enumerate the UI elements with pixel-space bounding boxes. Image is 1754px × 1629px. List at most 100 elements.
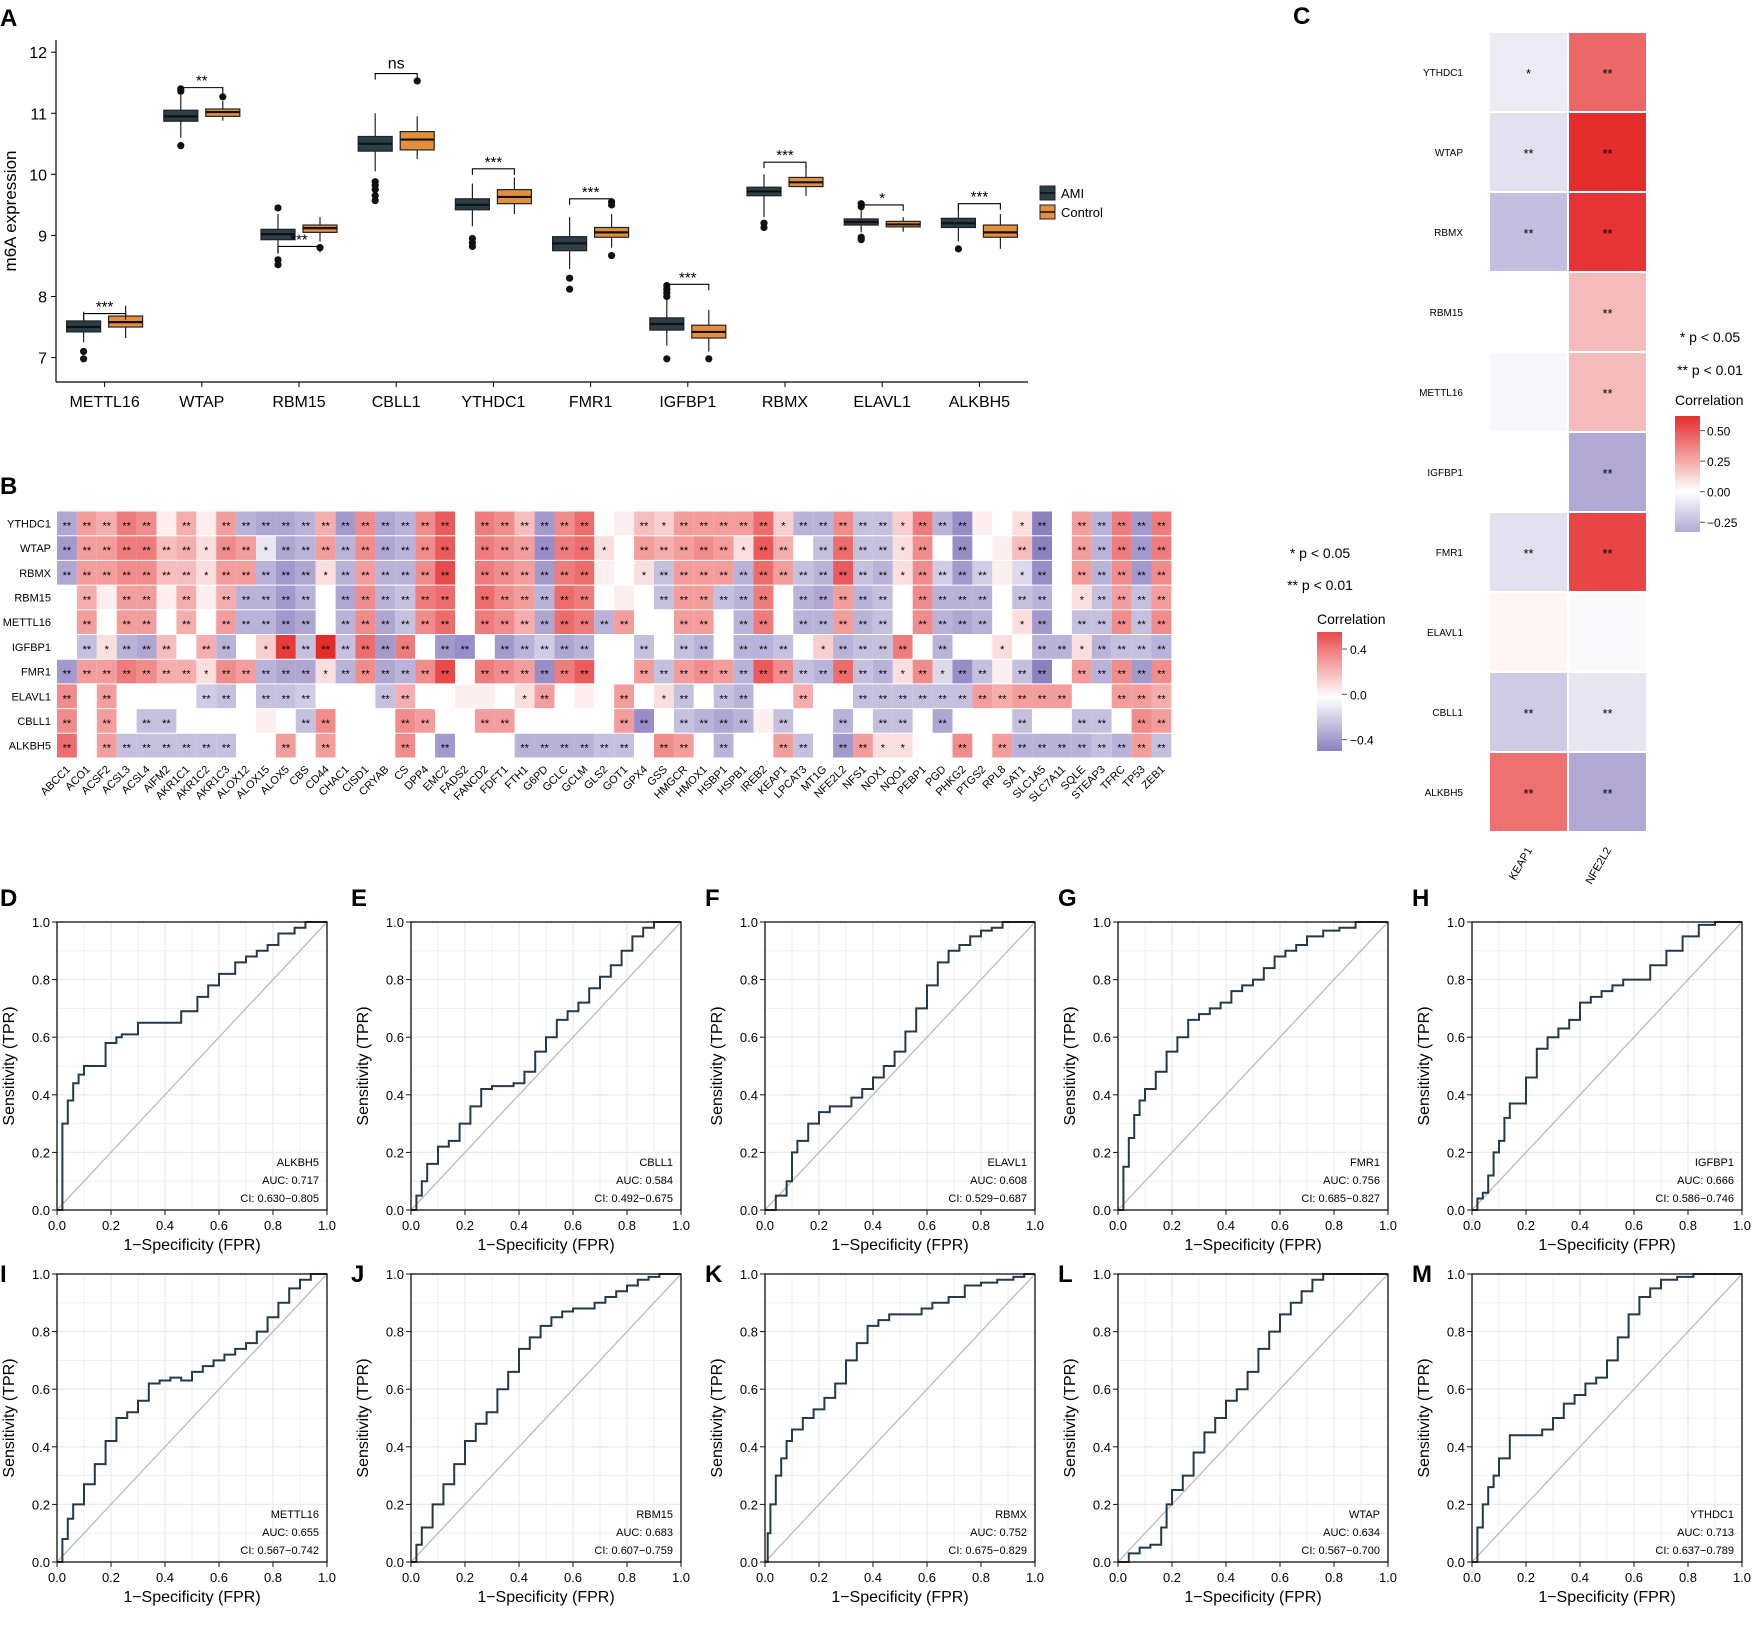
heat-cell [614, 511, 635, 536]
cell-significance: ** [859, 669, 868, 681]
heat-cell [793, 535, 814, 561]
roc-ci-label: CI: 0.492−0.675 [594, 1193, 673, 1205]
heat-cell [1091, 733, 1112, 758]
heat-cell [1151, 708, 1172, 734]
cell-significance: ** [580, 545, 589, 557]
x-tick-label: 0.0 [1463, 1570, 1481, 1585]
cell-significance: ** [1097, 743, 1106, 755]
cell-significance: ** [63, 718, 72, 730]
cell-significance: ** [102, 718, 111, 730]
roc-curve [1118, 921, 1388, 1211]
cell-significance: ** [1038, 669, 1047, 681]
cell-significance: ** [759, 669, 768, 681]
cell-significance: ** [1018, 718, 1027, 730]
heat-cell [554, 585, 575, 610]
heat-cell [514, 659, 535, 684]
cell-significance: ** [222, 570, 231, 582]
x-tick-label: 0.4 [1571, 1570, 1589, 1585]
heat-cell [634, 560, 654, 586]
cell-significance: * [204, 669, 209, 681]
heat-cell [693, 659, 714, 684]
y-tick-label: 0.4 [32, 1440, 50, 1455]
roc-auc-label: AUC: 0.752 [970, 1527, 1027, 1539]
cell-significance: ** [242, 520, 251, 532]
heat-cell [713, 585, 734, 610]
cell-significance: * [781, 520, 786, 532]
roc-auc-label: AUC: 0.584 [616, 1175, 673, 1187]
y-axis-title: Sensitivity (TPR) [1416, 1006, 1433, 1125]
y-tick-label: 1.0 [1093, 915, 1111, 930]
heat-cell [1488, 271, 1569, 353]
heat-cell [972, 535, 993, 561]
heat-cell [693, 708, 714, 734]
cell-significance: ** [520, 644, 529, 656]
heat-cell [494, 535, 515, 561]
x-tick-label: 0.8 [618, 1218, 636, 1233]
heat-cell [872, 609, 893, 635]
heat-cell [932, 560, 953, 586]
cell-significance: ** [719, 545, 728, 557]
roc-panel-h: 0.00.0 0.2 0.2 0.4 0.4 0.6 0.6 0.8 0.8 1.0 1.0 1−Sp… [1416, 915, 1751, 1254]
heat-cell [733, 609, 754, 635]
heat-cell [753, 560, 774, 586]
row-label: METTL16 [1419, 388, 1463, 399]
row-label: YTHDC1 [1423, 68, 1463, 79]
cell-significance: ** [719, 669, 728, 681]
cell-significance: ** [122, 619, 131, 631]
heat-cell [992, 535, 1013, 561]
heat-cell [256, 609, 276, 635]
y-tick-label: 0.0 [32, 1555, 50, 1570]
heat-cell [1131, 560, 1152, 586]
heat-cell [494, 659, 515, 684]
plot-frame [1471, 921, 1743, 1211]
cell-significance: ** [481, 718, 490, 730]
cell-significance: ** [739, 718, 748, 730]
cell-significance: ** [301, 520, 310, 532]
heat-cell [872, 634, 893, 660]
heat-cell [1032, 609, 1052, 635]
x-axis-title: 1−Specificity (FPR) [831, 1237, 968, 1254]
heat-cell [673, 511, 694, 536]
roc-curve [1118, 1273, 1388, 1563]
heat-cell [116, 535, 137, 561]
roc-panel-i: 0.00.0 0.2 0.2 0.4 0.4 0.6 0.6 0.8 0.8 1.0 1.0 1−Sp… [1, 1267, 336, 1606]
diagonal-reference [764, 1273, 1036, 1563]
heat-cell [594, 634, 615, 660]
cell-significance: ** [779, 718, 788, 730]
heat-cell [375, 659, 396, 684]
heat-cell [116, 609, 137, 635]
heat-cell [853, 708, 873, 734]
heat-cell [753, 708, 774, 734]
heat-cell [833, 609, 853, 635]
heat-cell [813, 634, 834, 660]
row-label: IGFBP1 [1427, 468, 1463, 479]
y-axis-title: Sensitivity (TPR) [355, 1006, 372, 1125]
heat-cell [853, 609, 873, 635]
roc-curve [411, 1273, 681, 1563]
cell-significance: ** [839, 594, 848, 606]
row-label: CBLL1 [1432, 708, 1463, 719]
roc-gene-label: CBLL1 [639, 1157, 673, 1169]
heat-cell [216, 659, 237, 684]
heat-cell [355, 659, 376, 684]
y-tick-label: 0.0 [740, 1203, 758, 1218]
heat-cell [693, 609, 714, 635]
cell-significance: ** [739, 520, 748, 532]
cell-significance: ** [958, 545, 967, 557]
cell-significance: ** [719, 693, 728, 705]
heat-cell [534, 708, 555, 734]
heat-cell [654, 708, 674, 734]
heat-cell [654, 609, 674, 635]
roc-gene-label: IGFBP1 [1695, 1157, 1734, 1169]
cell-significance: ** [282, 594, 291, 606]
cell-significance: ** [481, 520, 490, 532]
heat-cell [375, 733, 396, 758]
heat-cell [713, 659, 734, 684]
heat-cell [594, 733, 615, 758]
heat-cell [1012, 511, 1033, 536]
cell-significance: ** [520, 545, 529, 557]
cell-significance: ** [102, 743, 111, 755]
cell-significance: * [741, 545, 746, 557]
heat-cell [494, 511, 515, 536]
cell-significance: * [264, 545, 269, 557]
